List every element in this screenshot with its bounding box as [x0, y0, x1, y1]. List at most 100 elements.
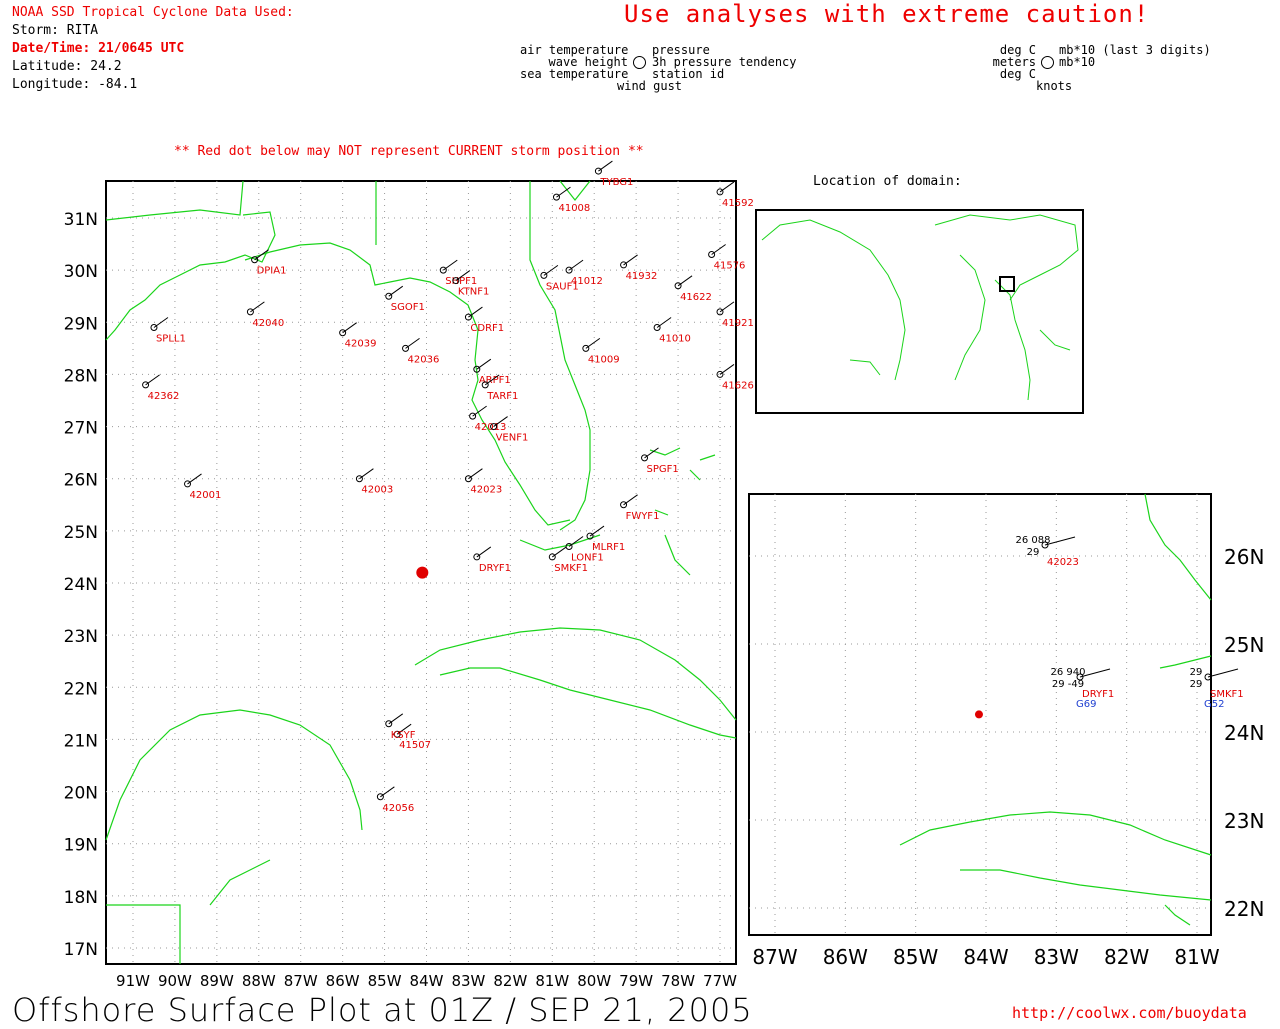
station-id-label: 42036: [408, 354, 440, 365]
station-marker[interactable]: [150, 324, 158, 331]
wind-barb: [342, 322, 357, 334]
station-id-label: 41622: [680, 292, 712, 303]
station-marker[interactable]: [439, 266, 447, 274]
station-marker[interactable]: [653, 324, 661, 331]
station-marker[interactable]: [716, 188, 724, 196]
station-id-label: SGOF1: [391, 302, 425, 313]
legend-unit-knots: knots: [1036, 79, 1073, 93]
station-id-label: KSYF: [391, 730, 416, 741]
wind-barb: [250, 301, 265, 313]
station-marker[interactable]: [594, 167, 602, 175]
legend-mid: pressure 3h pressure tendency station id: [652, 44, 797, 80]
station-marker[interactable]: [674, 282, 682, 290]
station-marker[interactable]: [339, 329, 347, 337]
station-marker[interactable]: [385, 292, 393, 300]
station-marker[interactable]: [393, 730, 401, 738]
station-id-label: SAUF1: [546, 281, 579, 292]
source-url[interactable]: http://coolwx.com/buoydata: [1012, 1004, 1247, 1022]
legend-station-circle-icon: [633, 56, 646, 69]
inset-world-map: [755, 209, 1084, 414]
lat-tick-label: 29N: [64, 314, 98, 334]
station-marker[interactable]: [251, 256, 259, 264]
station-marker[interactable]: [355, 475, 363, 483]
station-marker[interactable]: [620, 261, 628, 269]
wind-barb: [551, 546, 567, 558]
station-id-label: ARPF1: [479, 375, 511, 386]
station-marker[interactable]: [716, 370, 724, 378]
zoom-storm-marker: [974, 710, 983, 719]
station-marker[interactable]: [385, 720, 393, 728]
station-marker[interactable]: [469, 412, 477, 420]
station-marker[interactable]: [246, 308, 254, 316]
zoom-lon-tick-label: 84W: [963, 945, 1008, 969]
station-id-label: 41507: [399, 740, 431, 751]
legend-unit-degc: deg C: [999, 43, 1036, 57]
wind-barb: [568, 536, 584, 547]
zoom-lat-tick-label: 25N: [1224, 633, 1264, 657]
wind-barb: [145, 374, 160, 386]
zoom-wind-barb: [1079, 668, 1111, 678]
main-grid: 31N 30N 29N 28N 27N 26N 25N 24N 23N 22N 21N 20N 19N 1…: [64, 181, 737, 990]
lat-tick-label: 22N: [64, 679, 98, 699]
station-id-label: 41008: [558, 203, 590, 214]
zoom-station-marker[interactable]: [1041, 541, 1049, 549]
station-marker[interactable]: [473, 365, 481, 373]
lat-tick-label: 25N: [64, 523, 98, 543]
legend-wave-height: wave height: [548, 55, 628, 69]
station-marker[interactable]: [464, 313, 472, 321]
station-marker[interactable]: [184, 480, 192, 488]
legend-pressure: pressure: [652, 43, 710, 57]
station-marker[interactable]: [565, 543, 573, 550]
legend-tendency: 3h pressure tendency: [652, 55, 797, 69]
lat-tick-label: 30N: [64, 262, 98, 282]
station-marker[interactable]: [473, 553, 481, 561]
legend-units-right: mb*10 (last 3 digits) mb*10: [1059, 44, 1211, 68]
zoom-station-marker[interactable]: [1076, 673, 1084, 681]
station-id-label: 41921: [722, 318, 754, 329]
station-id-label: 42039: [345, 339, 377, 350]
wind-barb: [388, 285, 404, 297]
longitude-label: Longitude: -84.1: [12, 77, 138, 92]
station-id-label: SPGF1: [647, 464, 679, 475]
station-marker[interactable]: [464, 475, 472, 483]
station-marker[interactable]: [641, 454, 649, 462]
station-marker[interactable]: [452, 277, 460, 285]
station-id-label: SPLL1: [156, 334, 186, 345]
zoom-obs-bottom: 29: [1027, 547, 1040, 558]
station-marker[interactable]: [402, 344, 410, 352]
station-marker[interactable]: [708, 251, 716, 258]
wind-barb: [455, 270, 471, 281]
station-id-label: 42056: [382, 803, 414, 814]
station-id-label: 42003: [361, 485, 393, 496]
station-id-label: 42023: [470, 485, 502, 496]
station-marker[interactable]: [716, 308, 724, 316]
zoom-obs-top: 26 940: [1051, 667, 1086, 678]
station-marker[interactable]: [565, 266, 573, 274]
station-marker[interactable]: [490, 423, 498, 431]
station-marker[interactable]: [376, 793, 384, 801]
station-marker[interactable]: [540, 271, 548, 279]
zoom-station-marker[interactable]: [1204, 673, 1212, 681]
station-marker[interactable]: [586, 532, 594, 540]
legend-unit-mb2: mb*10: [1059, 55, 1096, 69]
zoom-lon-tick-label: 85W: [893, 945, 938, 969]
caution-warning: Use analyses with extreme caution!: [624, 0, 1150, 28]
station-marker[interactable]: [548, 553, 556, 561]
station-marker[interactable]: [620, 501, 628, 509]
station-marker[interactable]: [582, 344, 590, 352]
station-id-label: SHPF1: [445, 276, 477, 287]
station-marker[interactable]: [481, 381, 489, 389]
lon-tick-label: 90W: [158, 972, 192, 990]
station-marker[interactable]: [552, 193, 560, 201]
station-marker[interactable]: [142, 381, 150, 389]
lat-tick-label: 26N: [64, 471, 98, 491]
lon-tick-label: 86W: [326, 972, 360, 990]
wind-barb: [468, 468, 483, 480]
station-id-label: SMKF1: [554, 563, 588, 574]
lat-tick-label: 28N: [64, 366, 98, 386]
lat-tick-label: 20N: [64, 784, 98, 804]
zoom-wind-barb: [1207, 668, 1239, 678]
zoom-lon-tick-label: 86W: [823, 945, 868, 969]
wind-barb: [644, 447, 659, 459]
